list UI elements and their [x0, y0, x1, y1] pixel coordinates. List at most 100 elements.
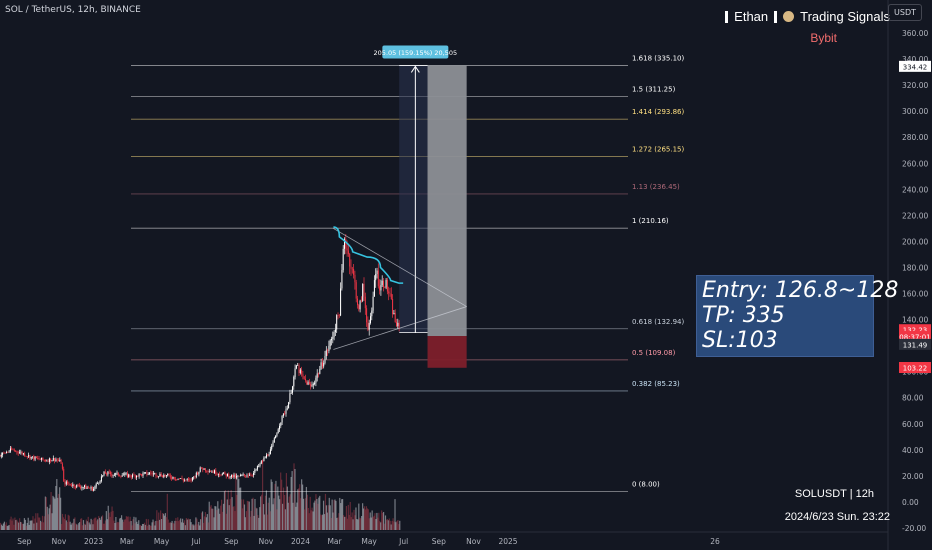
candle-body: [384, 286, 386, 288]
volume-bar: [234, 511, 236, 530]
candle-body: [126, 473, 128, 477]
candle-body: [212, 471, 214, 473]
volume-bar: [264, 495, 267, 530]
volume-bar: [378, 512, 380, 530]
candle-body: [392, 298, 394, 315]
candle-body: [7, 452, 9, 453]
candle-body: [292, 386, 293, 393]
candle-body: [17, 452, 19, 454]
volume-bar: [332, 512, 334, 530]
candle-body: [225, 473, 227, 477]
candle-body: [69, 483, 71, 486]
volume-bar: [147, 519, 149, 530]
candle-body: [379, 286, 381, 291]
candle-body: [263, 457, 265, 462]
candle-body: [373, 280, 375, 297]
volume-bar: [272, 504, 274, 530]
fib-level-label: 1.272 (265.15): [632, 146, 684, 154]
volume-bar: [286, 486, 288, 530]
volume-bar: [83, 523, 86, 530]
volume-bar: [86, 521, 88, 530]
volume-bar: [302, 498, 305, 530]
volume-bar: [318, 497, 320, 530]
candle-body: [328, 345, 330, 351]
volume-bar: [275, 480, 277, 530]
candle-body: [211, 471, 213, 473]
candle-body: [132, 474, 134, 478]
candle-body: [137, 475, 139, 477]
volume-bar: [102, 523, 105, 530]
volume-bar: [143, 522, 146, 530]
volume-bar: [240, 487, 242, 530]
fib-level-label: 1.13 (236.45): [632, 183, 680, 191]
volume-bar: [164, 513, 167, 530]
volume-bar: [188, 519, 190, 530]
volume-bar: [301, 479, 303, 530]
volume-bar: [292, 502, 294, 530]
candle-body: [139, 473, 141, 475]
candle-body: [258, 465, 260, 467]
symbol-title[interactable]: SOL / TetherUS, 12h, BINANCE: [5, 5, 141, 15]
volume-bar: [216, 510, 218, 530]
candle-body: [89, 487, 91, 489]
volume-bar: [50, 492, 52, 530]
volume-bar: [233, 506, 235, 530]
volume-bar: [376, 512, 378, 530]
volume-bar: [168, 522, 170, 530]
candle-body: [86, 487, 88, 489]
candle-body: [238, 475, 240, 477]
candle-body: [177, 478, 179, 480]
volume-bar: [356, 518, 358, 530]
volume-bar: [105, 511, 107, 530]
volume-bar: [115, 516, 117, 530]
volume-bar: [40, 521, 43, 530]
volume-bar: [80, 518, 83, 530]
candle-body: [349, 253, 351, 267]
candle-body: [51, 460, 53, 462]
take-profit-text: TP: 335: [702, 303, 785, 328]
candle-body: [230, 474, 232, 477]
volume-bar: [95, 517, 97, 530]
volume-bar: [106, 519, 108, 530]
candle-body: [364, 296, 366, 309]
volume-bar: [88, 522, 90, 530]
candle-body: [275, 435, 277, 439]
volume-bar: [163, 515, 166, 530]
candle-body: [271, 445, 273, 450]
candle-body: [284, 413, 286, 415]
candle-body: [190, 479, 192, 481]
candle-body: [240, 475, 241, 477]
volume-bar: [40, 520, 42, 530]
candle-body: [354, 274, 356, 283]
candle-body: [385, 279, 387, 288]
volume-bar: [3, 521, 6, 530]
volume-bar: [274, 483, 276, 530]
volume-bar: [167, 519, 169, 530]
candle-body: [43, 459, 45, 461]
volume-bar: [165, 517, 167, 530]
candle-body: [381, 280, 383, 285]
volume-bar: [223, 491, 226, 530]
volume-bar: [97, 519, 99, 530]
candle-body: [215, 470, 217, 475]
candle-body: [233, 474, 235, 478]
candle-body: [324, 355, 326, 363]
volume-bar: [62, 517, 65, 530]
candle-body: [102, 475, 104, 477]
volume-bar: [242, 499, 245, 530]
currency-button[interactable]: USDT: [888, 4, 922, 21]
candle-body: [223, 472, 225, 474]
candle-body: [346, 248, 348, 251]
price-label-bg: [899, 324, 931, 336]
candle-body: [188, 479, 189, 480]
volume-bar: [89, 524, 91, 530]
volume-bar: [246, 500, 248, 530]
volume-bar: [59, 487, 61, 530]
candle-body: [255, 469, 257, 471]
volume-bar: [136, 521, 138, 530]
volume-bar: [5, 522, 7, 530]
candle-body: [253, 473, 254, 476]
candle-body: [143, 472, 145, 474]
